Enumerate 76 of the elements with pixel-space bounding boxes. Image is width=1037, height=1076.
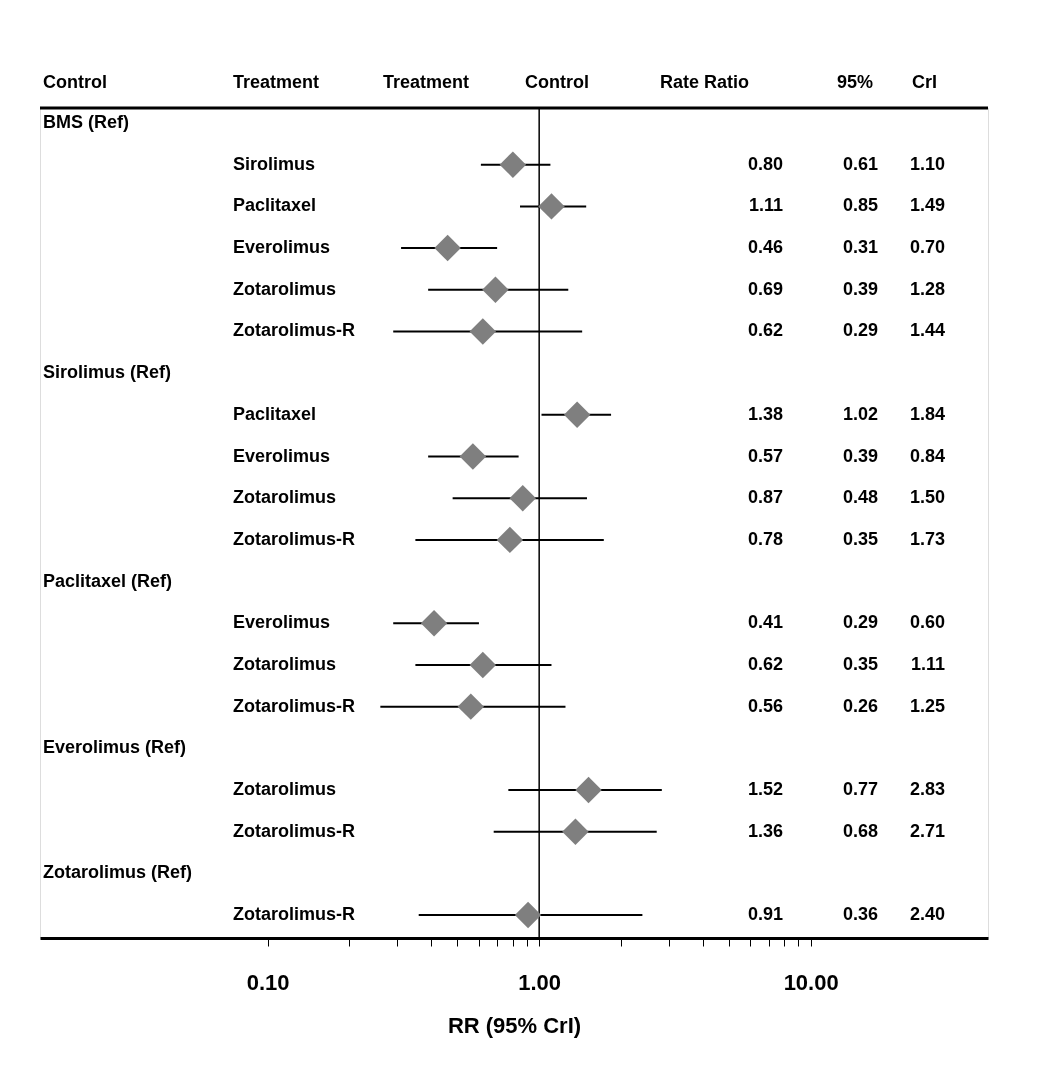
annotation: 1.38 xyxy=(747,403,783,424)
annotation: 1.44 xyxy=(909,320,945,341)
x-axis-title: RR (95% CrI) xyxy=(447,1012,582,1038)
annotation: 2.40 xyxy=(909,904,945,925)
annotation: 0.39 xyxy=(842,278,878,299)
y-tick-label: Zotarolimus-R xyxy=(233,320,356,341)
y-tick-label: Everolimus xyxy=(233,445,331,466)
x-tick-label: 1.00 xyxy=(518,969,562,995)
y-tick-label: Zotarolimus-R xyxy=(233,904,356,925)
text: Treatment xyxy=(233,72,320,92)
y-tick-label: Paclitaxel (Ref) xyxy=(43,570,173,591)
annotation: 0.62 xyxy=(747,320,783,341)
y-tick-label: Sirolimus xyxy=(233,153,316,174)
annotation: 0.46 xyxy=(747,237,783,258)
y-tick-label: Zotarolimus xyxy=(233,487,337,508)
annotation: 0.84 xyxy=(909,445,945,466)
annotation: 0.35 xyxy=(842,528,878,549)
text: Rate Ratio xyxy=(660,72,750,92)
annotation: 2.83 xyxy=(909,779,945,800)
y-tick-label: Paclitaxel xyxy=(233,403,317,424)
x-tick-label: 10.00 xyxy=(783,969,839,995)
annotation: 0.68 xyxy=(842,820,878,841)
text: 95% xyxy=(837,72,874,92)
y-tick-label: Zotarolimus-R xyxy=(233,528,356,549)
y-tick-label: BMS (Ref) xyxy=(43,112,129,133)
annotation: 0.69 xyxy=(747,278,783,299)
y-tick-label: Zotarolimus xyxy=(233,278,337,299)
annotation: 1.49 xyxy=(909,195,945,216)
text: CrI xyxy=(912,72,938,92)
y-tick-label: Everolimus xyxy=(233,612,331,633)
annotation: 0.36 xyxy=(842,904,878,925)
annotation: 1.25 xyxy=(909,695,945,716)
y-tick-label: Paclitaxel xyxy=(233,195,317,216)
annotation: 0.41 xyxy=(747,612,783,633)
y-tick-label: Zotarolimus xyxy=(233,779,337,800)
annotation: 2.71 xyxy=(909,820,945,841)
y-tick-label: Everolimus xyxy=(233,237,331,258)
annotation: 1.73 xyxy=(909,528,945,549)
y-tick-label: Zotarolimus-R xyxy=(233,695,356,716)
annotation: 0.29 xyxy=(842,320,878,341)
annotation: 1.52 xyxy=(747,779,783,800)
annotation: 0.61 xyxy=(842,153,878,174)
annotation: 0.26 xyxy=(842,695,878,716)
annotation: 1.02 xyxy=(842,403,878,424)
y-tick-label: Sirolimus (Ref) xyxy=(43,362,172,383)
annotation: 1.11 xyxy=(748,195,783,216)
annotation: 0.57 xyxy=(747,445,783,466)
annotation: 1.84 xyxy=(909,403,945,424)
annotation: 0.87 xyxy=(747,487,783,508)
x-tick-label: 0.10 xyxy=(246,969,290,995)
annotation: 0.35 xyxy=(842,653,878,674)
annotation: 0.70 xyxy=(909,237,945,258)
y-tick-label: Zotarolimus (Ref) xyxy=(43,862,193,883)
annotation: 0.85 xyxy=(842,195,878,216)
text: Treatment xyxy=(383,72,470,92)
annotation: 0.91 xyxy=(747,904,783,925)
annotation: 0.77 xyxy=(842,779,878,800)
annotation: 0.29 xyxy=(842,612,878,633)
annotation: 1.10 xyxy=(909,153,945,174)
annotation: 0.56 xyxy=(747,695,783,716)
annotation: 0.80 xyxy=(747,153,783,174)
y-tick-label: Zotarolimus xyxy=(233,653,337,674)
annotation: 0.60 xyxy=(909,612,945,633)
annotation: 0.48 xyxy=(842,487,878,508)
annotation: 1.50 xyxy=(909,487,945,508)
annotation: 0.78 xyxy=(747,528,783,549)
annotation: 0.62 xyxy=(747,653,783,674)
annotation: 0.31 xyxy=(842,237,878,258)
text: Control xyxy=(43,72,107,92)
y-tick-label: Everolimus (Ref) xyxy=(43,737,187,758)
text: Control xyxy=(525,72,589,92)
y-tick-label: Zotarolimus-R xyxy=(233,820,356,841)
annotation: 1.28 xyxy=(909,278,945,299)
annotation: 1.11 xyxy=(910,653,945,674)
annotation: 0.39 xyxy=(842,445,878,466)
annotation: 1.36 xyxy=(747,820,783,841)
